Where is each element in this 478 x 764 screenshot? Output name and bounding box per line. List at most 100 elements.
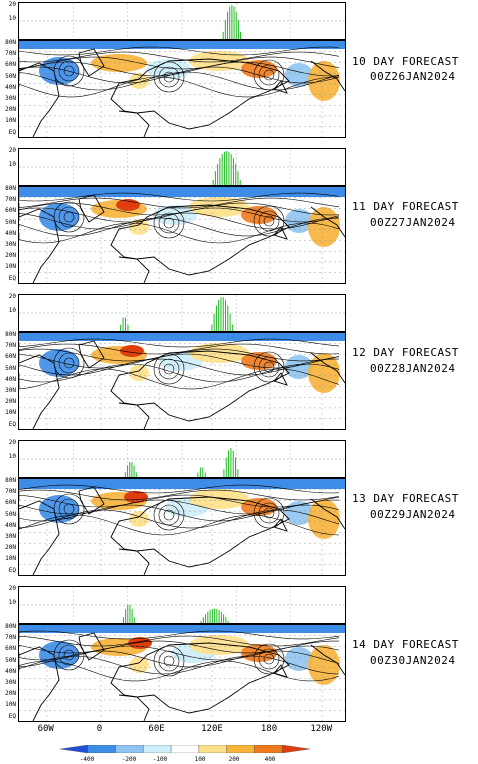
- forecast-title: 12 DAY FORECAST: [352, 346, 459, 359]
- coastline: [310, 206, 345, 238]
- forecast-date: 00Z29JAN2024: [370, 508, 456, 521]
- contour-line: [19, 192, 340, 202]
- coastline: [78, 632, 105, 661]
- contour-line: [153, 499, 185, 531]
- contour-line: [258, 648, 280, 670]
- lat-label: 40N: [5, 375, 16, 383]
- lon-label-120e: 120E: [201, 724, 223, 734]
- lat-label: 80N: [5, 623, 16, 630]
- map-box: [18, 478, 346, 576]
- contour-line: [258, 64, 280, 86]
- contour-line: [19, 61, 340, 77]
- coastline: [118, 256, 150, 283]
- colorbar-label-100: 100: [194, 756, 206, 763]
- lat-label: 60N: [5, 207, 16, 215]
- histogram-svg: [19, 3, 345, 39]
- polar-anomaly: [19, 479, 345, 489]
- contour-line: [63, 503, 75, 515]
- contour-line: [19, 368, 340, 390]
- lat-label: 40N: [5, 229, 16, 237]
- colorbar-label-n100: -100: [152, 756, 168, 763]
- contour-line: [19, 76, 340, 98]
- contour-line: [19, 363, 340, 383]
- coastline: [78, 48, 105, 77]
- lon-label-60w: 60W: [37, 724, 54, 734]
- histogram-svg: [19, 149, 345, 185]
- contour-line: [58, 644, 80, 666]
- colorbar-segment: [282, 745, 310, 753]
- lat-label: 60N: [5, 499, 16, 507]
- coastline: [19, 354, 60, 429]
- lon-label-60e: 60E: [148, 724, 165, 734]
- lon-label-0: 0: [96, 724, 103, 734]
- contour-line: [263, 507, 275, 519]
- histogram-box: [18, 294, 346, 332]
- lat-label: 50N: [5, 656, 16, 664]
- forecast-panel: 20 10 80N 70N 60N 50N 40N 30N 20N 10N EQ 14 DAY FOR…: [0, 584, 478, 730]
- colorbar-segment: [143, 745, 172, 753]
- histogram-box: [18, 148, 346, 186]
- coastline: [78, 486, 105, 515]
- contour-line: [19, 635, 340, 647]
- contour-line: [153, 353, 185, 385]
- coastline: [118, 402, 150, 429]
- coastline: [110, 496, 290, 568]
- coastline: [19, 646, 60, 721]
- contour-line: [253, 205, 285, 237]
- colorbar-segment: [115, 745, 144, 753]
- lat-label: 10N: [5, 117, 16, 125]
- map-svg: [19, 479, 345, 575]
- map-svg: [19, 333, 345, 429]
- histogram-box: [18, 2, 346, 40]
- lat-label: 30N: [5, 241, 16, 248]
- colorbar-segment: [198, 745, 227, 753]
- histogram-svg: [19, 441, 345, 477]
- anomaly-blob: [116, 199, 140, 211]
- contour-line: [19, 353, 340, 369]
- lat-label: 50N: [5, 72, 16, 80]
- map-svg: [19, 41, 345, 137]
- map-box: [18, 186, 346, 284]
- lat-label: 40N: [5, 667, 16, 675]
- anomaly-blob: [120, 345, 144, 357]
- coastline: [78, 194, 105, 223]
- polar-anomaly: [19, 187, 345, 197]
- lat-label: 50N: [5, 218, 16, 226]
- contour-line: [19, 212, 340, 230]
- hist-tick-20: 20: [8, 585, 16, 592]
- lat-label: 10N: [5, 263, 16, 271]
- lat-label: 30N: [5, 95, 16, 102]
- map-box: [18, 332, 346, 430]
- coastline: [273, 372, 288, 386]
- lat-label: 40N: [5, 83, 16, 91]
- contour-line: [19, 509, 340, 529]
- colorbar-segment: [87, 745, 116, 753]
- contour-line: [253, 497, 285, 529]
- coastline: [310, 644, 345, 676]
- lat-label: 80N: [5, 331, 16, 338]
- forecast-title: 10 DAY FORECAST: [352, 55, 459, 68]
- anomaly-blob: [308, 207, 340, 247]
- map-box: [18, 624, 346, 722]
- lat-label: 70N: [5, 634, 16, 642]
- contour-line: [163, 655, 175, 667]
- coastline: [310, 352, 345, 384]
- lat-label: 20N: [5, 252, 16, 260]
- anomaly-blob: [285, 647, 313, 671]
- lat-label: 80N: [5, 39, 16, 46]
- coastline: [273, 664, 288, 678]
- lat-label: 60N: [5, 353, 16, 361]
- coastline: [110, 204, 290, 276]
- coastline: [110, 58, 290, 130]
- contour-line: [263, 69, 275, 81]
- lat-label: 70N: [5, 196, 16, 204]
- forecast-panel: 20 10 80N 70N 60N 50N 40N 30N 20N 10N EQ 12 DAY FOR…: [0, 292, 478, 438]
- lat-label: 20N: [5, 106, 16, 114]
- contour-line: [263, 215, 275, 227]
- polar-anomaly: [19, 333, 345, 341]
- lat-label: 20N: [5, 690, 16, 698]
- contour-line: [19, 630, 340, 640]
- contour-line: [253, 59, 285, 91]
- lat-label: EQ: [8, 712, 16, 720]
- lat-label: 70N: [5, 342, 16, 350]
